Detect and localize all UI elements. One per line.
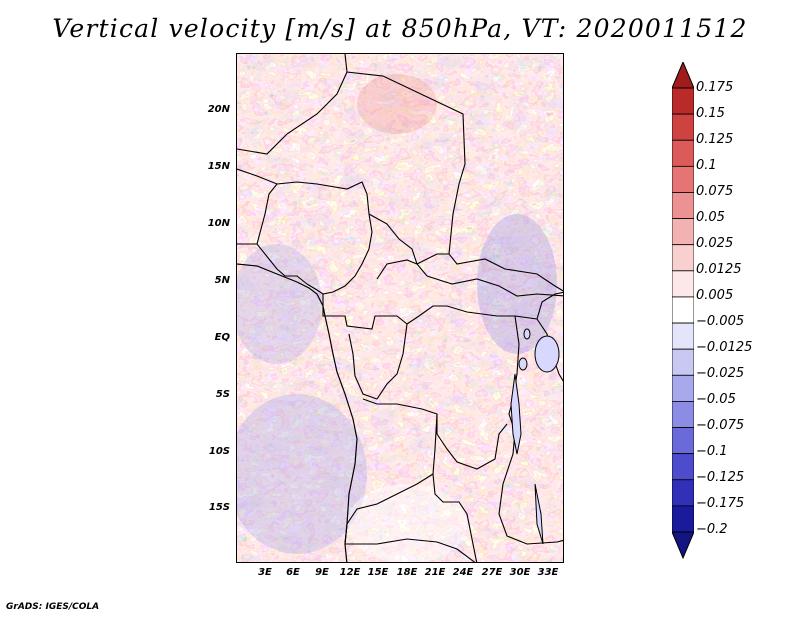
lon-label: 9E [315, 567, 329, 578]
lon-label: 24E [452, 567, 474, 578]
lat-label: 5S [215, 389, 230, 400]
colorbar-label: −0.025 [696, 366, 745, 381]
lon-label: 30E [509, 567, 531, 578]
colorbar-cell [672, 322, 694, 350]
lat-label: 10N [207, 218, 230, 229]
colorbar-label: −0.075 [696, 418, 745, 433]
colorbar-cell [672, 113, 694, 141]
lon-label: 27E [481, 567, 503, 578]
lon-label: 18E [396, 567, 418, 578]
colorbar-label: −0.125 [696, 470, 745, 485]
colorbar-cell [672, 453, 694, 481]
lon-label: 21E [424, 567, 446, 578]
colorbar-label: −0.175 [696, 496, 745, 511]
colorbar-cell [672, 296, 694, 324]
colorbar-label: −0.005 [696, 314, 745, 329]
colorbar-label: 0.075 [696, 184, 734, 199]
lakes [510, 328, 560, 545]
colorbar-cell [672, 139, 694, 167]
colorbar-label: −0.2 [696, 522, 728, 537]
lon-label: 12E [339, 567, 361, 578]
colorbar-cell [672, 348, 694, 376]
colorbar-cell [672, 427, 694, 455]
colorbar-label: −0.1 [696, 444, 728, 459]
colorbar-cell [672, 218, 694, 246]
vertical-velocity-field [237, 54, 563, 562]
colorbar-cell [672, 479, 694, 507]
lat-label: EQ [214, 332, 230, 343]
grads-credit: GrADS: IGES/COLA [6, 602, 100, 612]
lon-label: 6E [286, 567, 300, 578]
colorbar-cell [672, 192, 694, 219]
colorbar-cell [672, 505, 694, 533]
colorbar-label: 0.125 [696, 132, 734, 147]
map-title: Vertical velocity [m/s] at 850hPa, VT: 2… [52, 14, 748, 43]
colorbar-label: 0.005 [696, 288, 734, 303]
colorbar-top-triangle [672, 62, 694, 89]
lat-label: 5N [214, 275, 230, 286]
colorbar-cell [672, 87, 694, 115]
lon-label: 15E [367, 567, 389, 578]
colorbar-label: −0.05 [696, 392, 736, 407]
colorbar-label: 0.1 [696, 158, 717, 173]
colorbar-cell [672, 401, 694, 428]
lat-label: 10S [208, 446, 230, 457]
colorbar-cell [672, 244, 694, 272]
map-panel [236, 53, 564, 563]
colorbar-label: 0.0125 [696, 262, 742, 277]
colorbar-label: 0.025 [696, 236, 734, 251]
colorbar [672, 62, 694, 560]
colorbar-cell [672, 165, 694, 193]
colorbar-cell [672, 374, 694, 402]
colorbar-bottom-triangle [672, 531, 694, 560]
lon-label: 33E [537, 567, 559, 578]
colorbar-label: 0.15 [696, 106, 725, 121]
country-borders [237, 54, 563, 562]
lat-label: 20N [207, 104, 230, 115]
lon-label: 3E [258, 567, 272, 578]
colorbar-label: 0.175 [696, 80, 734, 95]
colorbar-cell [672, 270, 694, 298]
lat-label: 15S [208, 502, 230, 513]
colorbar-label: −0.0125 [696, 340, 753, 355]
colorbar-label: 0.05 [696, 210, 725, 225]
lat-label: 15N [207, 161, 230, 172]
coastline [237, 263, 358, 562]
